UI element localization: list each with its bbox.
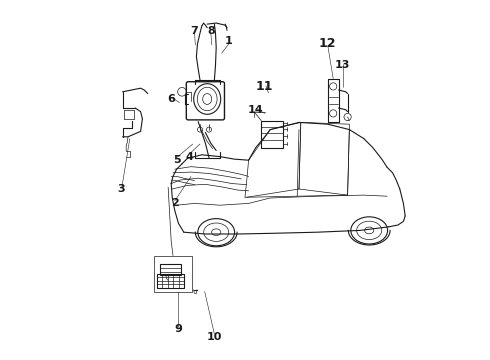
Text: 11: 11 xyxy=(256,80,273,93)
Text: 8: 8 xyxy=(207,26,215,36)
Text: 12: 12 xyxy=(319,37,337,50)
Text: 2: 2 xyxy=(171,198,179,208)
Bar xyxy=(157,274,184,288)
Text: 13: 13 xyxy=(335,60,350,70)
Text: 1: 1 xyxy=(225,36,233,46)
Text: 10: 10 xyxy=(207,332,222,342)
Text: 3: 3 xyxy=(117,184,124,194)
Text: 7: 7 xyxy=(191,26,198,36)
Text: 9: 9 xyxy=(174,324,182,334)
Bar xyxy=(160,264,181,275)
Text: 5: 5 xyxy=(173,155,180,165)
Text: 14: 14 xyxy=(248,105,264,115)
Text: 6: 6 xyxy=(167,94,175,104)
Bar xyxy=(261,121,283,148)
Text: 4: 4 xyxy=(185,152,193,162)
Bar xyxy=(154,256,192,292)
